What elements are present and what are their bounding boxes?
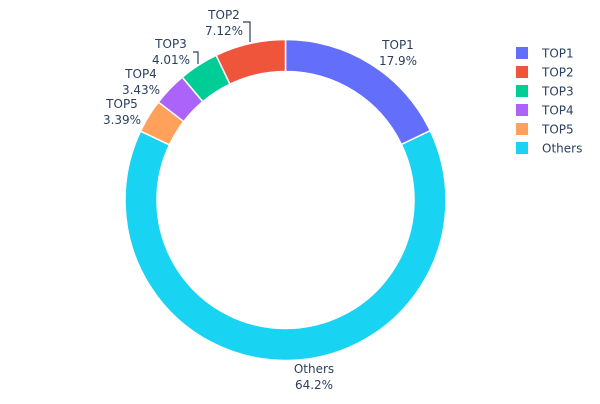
leader-line-top3	[193, 51, 199, 64]
slice-label: TOP2	[207, 8, 240, 22]
slice-others[interactable]	[124, 129, 447, 362]
slice-label: Others	[294, 362, 334, 376]
legend-swatch[interactable]	[516, 142, 528, 154]
leader-line-top2	[243, 21, 251, 42]
slice-label: TOP5	[105, 97, 138, 111]
slice-percent-label: 64.2%	[295, 378, 333, 392]
slice-percent-label: 17.9%	[379, 54, 417, 68]
legend-swatch[interactable]	[516, 47, 528, 59]
slice-percent-label: 3.43%	[122, 83, 160, 97]
slice-label: TOP1	[381, 38, 414, 52]
slice-percent-label: 3.39%	[103, 113, 141, 127]
slice-top2[interactable]	[215, 38, 287, 86]
slice-percent-label: 7.12%	[205, 24, 243, 38]
legend-label[interactable]: Others	[542, 142, 582, 156]
slice-label: TOP4	[124, 67, 157, 81]
legend-swatch[interactable]	[516, 123, 528, 135]
legend-label[interactable]: TOP3	[541, 85, 574, 99]
slice-percent-label: 4.01%	[152, 53, 190, 67]
legend-swatch[interactable]	[516, 66, 528, 78]
legend-label[interactable]: TOP1	[541, 47, 574, 61]
slice-label: TOP3	[154, 37, 187, 51]
legend-label[interactable]: TOP4	[541, 104, 574, 118]
legend-label[interactable]: TOP2	[541, 66, 574, 80]
legend-swatch[interactable]	[516, 104, 528, 116]
legend-label[interactable]: TOP5	[541, 123, 574, 137]
legend-swatch[interactable]	[516, 85, 528, 97]
